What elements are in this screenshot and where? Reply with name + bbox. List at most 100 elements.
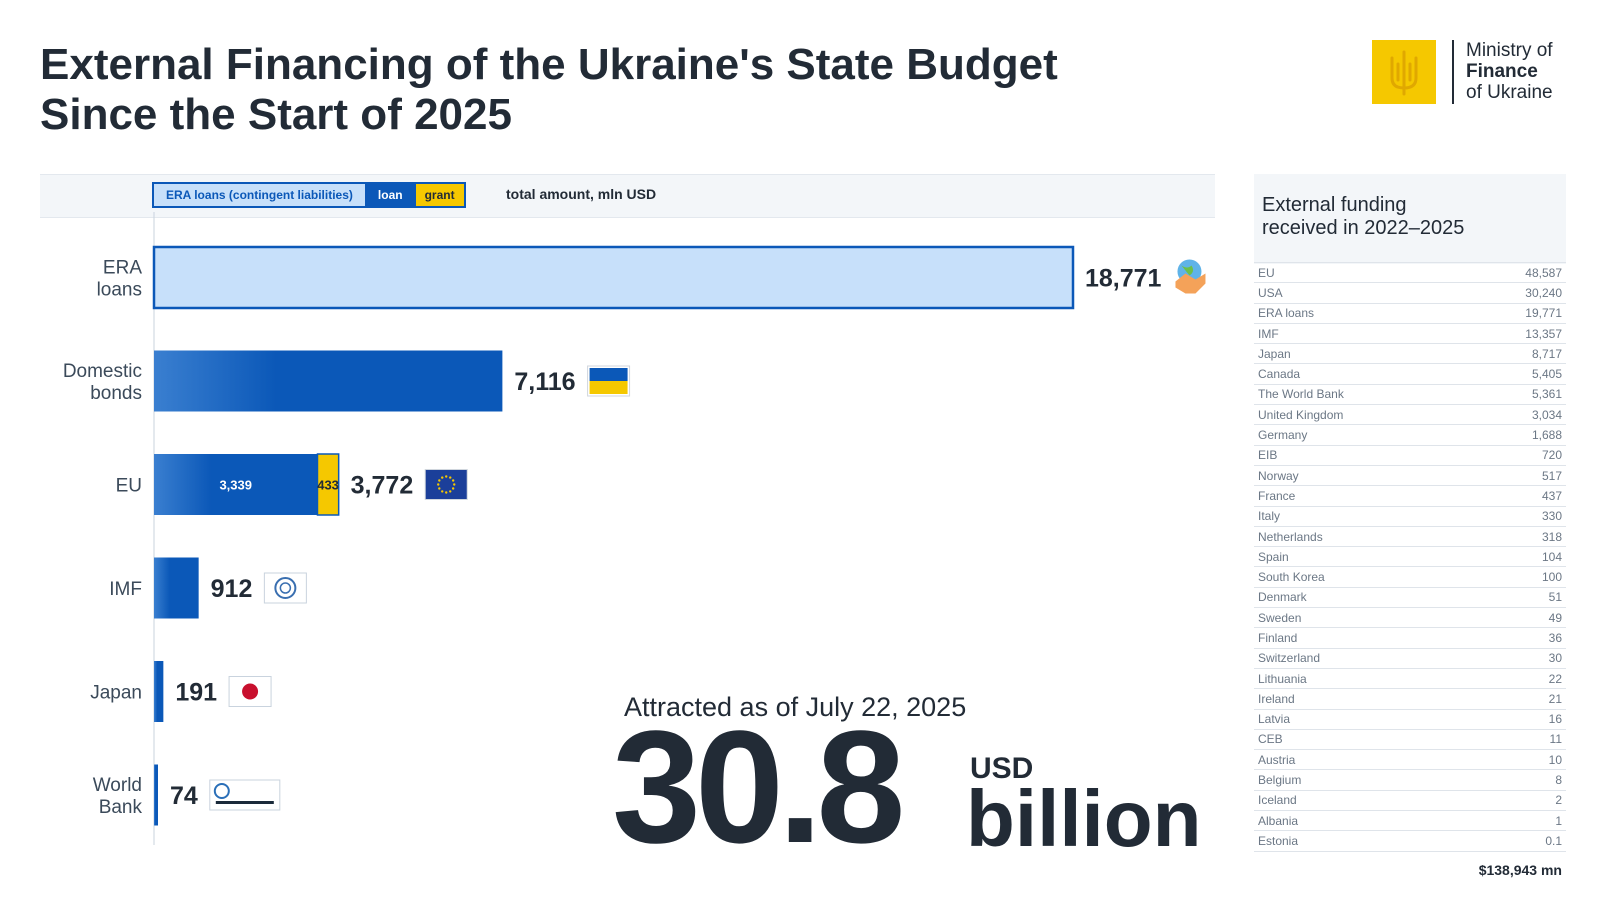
category-label: World Bank bbox=[93, 775, 143, 818]
big-unit: billion bbox=[966, 774, 1202, 863]
funding-row: Japan 8,717 bbox=[1254, 343, 1566, 364]
funding-row-value: 1,688 bbox=[1465, 424, 1566, 446]
funding-row-name: Switzerland bbox=[1254, 647, 1466, 669]
funding-row-name: CEB bbox=[1254, 728, 1466, 750]
funding-row-name: Netherlands bbox=[1254, 525, 1466, 547]
funding-row: USA 30,240 bbox=[1254, 282, 1566, 304]
funding-row-name: Japan bbox=[1254, 343, 1466, 364]
funding-row-value: 49 bbox=[1465, 607, 1566, 628]
funding-row: Sweden 49 bbox=[1254, 607, 1566, 628]
funding-row: South Korea 100 bbox=[1254, 566, 1566, 588]
funding-row-value: 318 bbox=[1465, 525, 1566, 547]
funding-title-line2: received in 2022–2025 bbox=[1262, 217, 1465, 239]
funding-row-value: 517 bbox=[1465, 464, 1566, 486]
funding-row-value: 48,587 bbox=[1465, 261, 1566, 283]
bar-loan bbox=[154, 557, 199, 619]
funding-row-value: 5,361 bbox=[1465, 383, 1566, 405]
funding-row: Germany 1,688 bbox=[1254, 424, 1566, 446]
funding-row-name: EIB bbox=[1254, 444, 1466, 466]
legend-total-unit: total amount, mln USD bbox=[506, 186, 657, 202]
page-title-line2: Since the Start of 2025 bbox=[40, 90, 512, 139]
funding-row-value: 36 bbox=[1465, 627, 1566, 649]
funding-row: Belgium 8 bbox=[1254, 769, 1566, 791]
funding-row-name: Iceland bbox=[1254, 789, 1466, 811]
category-label: EU bbox=[116, 476, 142, 497]
funding-row-value: 330 bbox=[1465, 505, 1566, 527]
funding-row: Albania 1 bbox=[1254, 810, 1566, 831]
logo-line1: Ministry of bbox=[1466, 40, 1553, 61]
funding-row: Finland 36 bbox=[1254, 627, 1566, 649]
funding-row: France 437 bbox=[1254, 485, 1566, 507]
funding-row-value: 100 bbox=[1465, 566, 1566, 588]
funding-row-name: Albania bbox=[1254, 810, 1466, 831]
funding-row: United Kingdom 3,034 bbox=[1254, 404, 1566, 425]
category-label: ERA loans bbox=[97, 258, 143, 301]
funding-row-value: 720 bbox=[1465, 444, 1566, 466]
funding-row: Latvia 16 bbox=[1254, 708, 1566, 730]
funding-row: Estonia 0.1 bbox=[1254, 830, 1566, 852]
funding-row-value: 2 bbox=[1465, 789, 1566, 811]
funding-row: The World Bank 5,361 bbox=[1254, 383, 1566, 405]
funding-row-name: Sweden bbox=[1254, 607, 1466, 628]
ukraine-flag-icon bbox=[587, 365, 631, 397]
funding-row: ERA loans 19,771 bbox=[1254, 302, 1566, 324]
funding-panel-header bbox=[1254, 174, 1566, 264]
funding-row-value: 1 bbox=[1465, 810, 1566, 831]
funding-row-value: 8,717 bbox=[1465, 343, 1566, 364]
funding-row-value: 3,034 bbox=[1465, 404, 1566, 425]
bar-total-label: 3,772 bbox=[351, 472, 414, 500]
funding-row: EU 48,587 bbox=[1254, 261, 1566, 283]
funding-row: EIB 720 bbox=[1254, 444, 1566, 466]
bar-total-label: 18,771 bbox=[1085, 265, 1162, 293]
chart-legend: ERA loans (contingent liabilities) loan … bbox=[152, 182, 466, 208]
category-label: Japan bbox=[90, 683, 142, 704]
funding-row-name: Estonia bbox=[1254, 830, 1466, 852]
funding-row: Iceland 2 bbox=[1254, 789, 1566, 811]
funding-row: Norway 517 bbox=[1254, 464, 1566, 486]
logo-text: Ministry of Finance of Ukraine bbox=[1466, 40, 1553, 103]
funding-row-value: 30 bbox=[1465, 647, 1566, 669]
bar-loan bbox=[154, 764, 158, 826]
funding-row-name: Latvia bbox=[1254, 708, 1466, 730]
funding-row: Canada 5,405 bbox=[1254, 363, 1566, 385]
category-label: IMF bbox=[109, 579, 142, 600]
funding-row-value: 30,240 bbox=[1465, 282, 1566, 304]
funding-row-value: 22 bbox=[1465, 667, 1566, 689]
category-label: Domestic bonds bbox=[63, 361, 142, 404]
bar-era bbox=[152, 245, 1075, 310]
funding-row-value: 104 bbox=[1465, 546, 1566, 567]
japan-flag-icon bbox=[228, 676, 272, 707]
funding-row-name: Austria bbox=[1254, 749, 1466, 770]
bar-total-label: 912 bbox=[211, 575, 253, 603]
logo-divider bbox=[1452, 40, 1454, 104]
funding-row-value: 0.1 bbox=[1465, 830, 1566, 852]
logo-line3: of Ukraine bbox=[1466, 82, 1553, 103]
bar-inner-label: 433 bbox=[317, 478, 339, 493]
funding-row-value: 11 bbox=[1465, 728, 1566, 750]
funding-total: $138,943 mn bbox=[1478, 862, 1562, 878]
funding-row-value: 51 bbox=[1465, 586, 1566, 608]
big-amount: 30.8 bbox=[612, 697, 905, 876]
funding-row-value: 437 bbox=[1465, 485, 1566, 507]
funding-row-value: 13,357 bbox=[1465, 322, 1566, 344]
funding-row-name: ERA loans bbox=[1254, 302, 1466, 324]
page-title-line1: External Financing of the Ukraine's Stat… bbox=[40, 40, 1058, 89]
funding-row: Ireland 21 bbox=[1254, 688, 1566, 710]
funding-row-name: Ireland bbox=[1254, 688, 1466, 710]
bar-grant bbox=[316, 453, 340, 516]
funding-row-name: Lithuania bbox=[1254, 667, 1466, 689]
bar-total-label: 7,116 bbox=[514, 368, 575, 396]
funding-row-value: 19,771 bbox=[1465, 302, 1566, 324]
bar-total-label: 191 bbox=[175, 679, 217, 707]
funding-row: Italy 330 bbox=[1254, 505, 1566, 527]
world-bank-logo-icon bbox=[209, 779, 281, 811]
bar-loan bbox=[154, 661, 164, 722]
funding-panel-title: External funding received in 2022–2025 bbox=[1262, 194, 1464, 240]
funding-row: Austria 10 bbox=[1254, 749, 1566, 770]
funding-table: EU 48,587 USA 30,240 ERA loans 19,771 IMF 13,35… bbox=[1254, 261, 1566, 852]
funding-title-line1: External funding bbox=[1262, 194, 1407, 216]
page-title: External Financing of the Ukraine's Stat… bbox=[40, 40, 1058, 140]
trident-emblem-icon bbox=[1372, 40, 1436, 104]
bar-inner-label: 3,339 bbox=[219, 478, 252, 493]
handshake-globe-icon bbox=[1175, 259, 1206, 294]
